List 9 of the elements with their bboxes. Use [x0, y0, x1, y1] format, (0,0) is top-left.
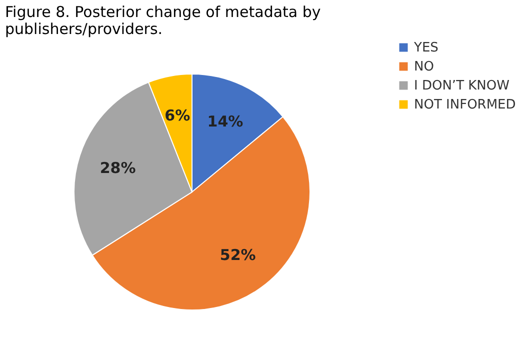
chart-title: Figure 8. Posterior change of metadata by publishers/providers.	[5, 3, 321, 38]
data-label: 52%	[220, 246, 256, 264]
data-label: 28%	[100, 158, 136, 177]
legend-label: YES	[413, 40, 438, 56]
data-label: 6%	[164, 106, 190, 124]
legend-label: NOT INFORMED	[414, 98, 516, 112]
data-label: 14%	[207, 112, 244, 130]
legend-label: NO	[414, 60, 434, 74]
legend-label: I DON’T KNOW	[414, 78, 510, 94]
